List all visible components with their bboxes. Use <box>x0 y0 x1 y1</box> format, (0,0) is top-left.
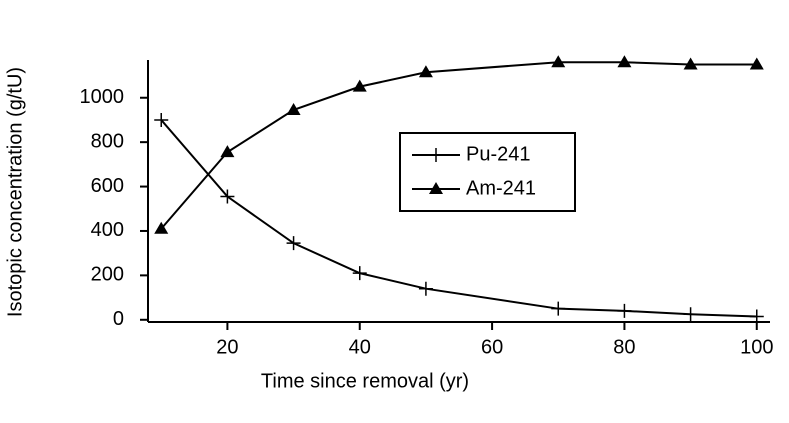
x-tick-label: 60 <box>481 336 503 358</box>
marker <box>352 266 367 281</box>
marker <box>220 189 235 204</box>
marker <box>286 102 301 115</box>
marker <box>418 65 433 78</box>
x-tick-label: 40 <box>349 336 371 358</box>
marker <box>154 112 169 127</box>
y-tick-label: 600 <box>91 175 124 197</box>
marker <box>429 182 443 194</box>
legend-label: Am-241 <box>466 177 536 199</box>
marker <box>352 79 367 92</box>
y-tick-label: 1000 <box>80 86 125 108</box>
marker <box>617 303 632 318</box>
y-tick-label: 800 <box>91 130 124 152</box>
y-tick-label: 400 <box>91 219 124 241</box>
marker <box>429 148 443 162</box>
marker <box>683 57 698 70</box>
x-tick-label: 80 <box>613 336 635 358</box>
marker <box>683 307 698 322</box>
marker <box>551 301 566 316</box>
legend-box <box>399 132 576 212</box>
marker <box>418 281 433 296</box>
marker <box>749 57 764 70</box>
y-axis-label: Isotopic concentration (g/tU) <box>4 67 26 317</box>
legend-label: Pu-241 <box>466 143 531 165</box>
marker <box>220 145 235 158</box>
marker <box>286 236 301 251</box>
y-tick-label: 0 <box>113 308 124 330</box>
x-tick-label: 100 <box>740 336 773 358</box>
marker <box>154 221 169 234</box>
marker <box>551 55 566 68</box>
x-tick-label: 20 <box>216 336 238 358</box>
x-axis-label: Time since removal (yr) <box>261 370 469 392</box>
y-tick-label: 200 <box>91 264 124 286</box>
marker <box>617 55 632 68</box>
marker <box>749 309 764 324</box>
